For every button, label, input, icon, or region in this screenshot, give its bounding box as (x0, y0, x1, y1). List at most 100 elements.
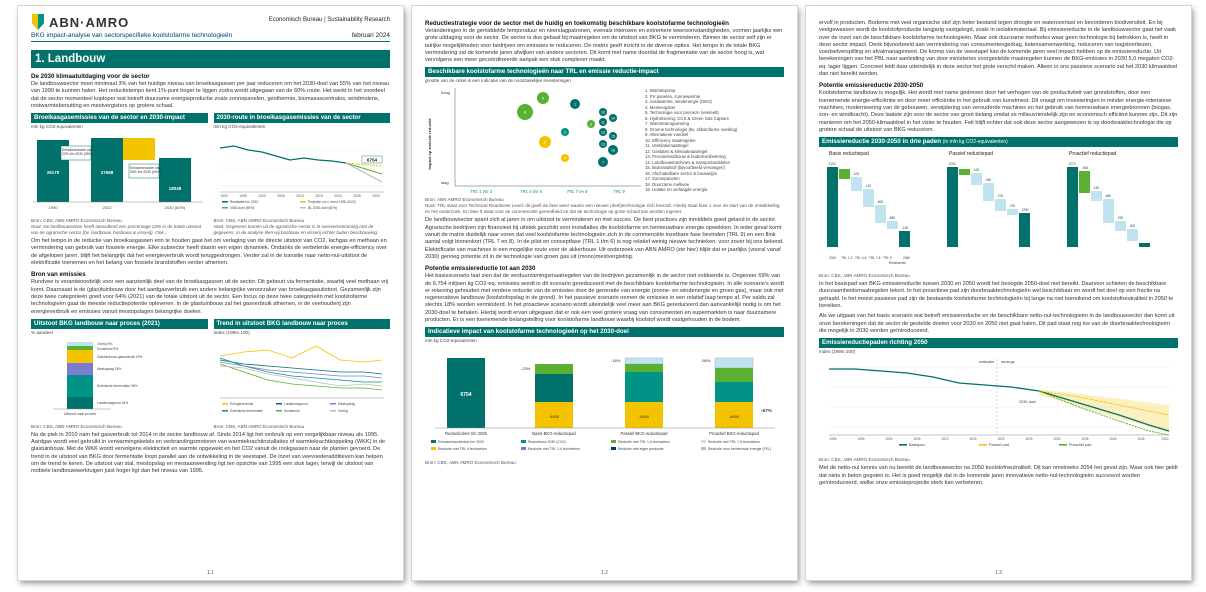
svg-text:-23%: -23% (521, 366, 531, 371)
value-2022: 27688 (101, 170, 114, 175)
svg-text:-290: -290 (1117, 216, 1124, 220)
chart-row-2: Uitstoot BKG landbouw naar proces (2021)… (31, 318, 390, 423)
series-55 (345, 162, 382, 175)
chart-title: Emissiereductiepaden richting 2050 (819, 338, 1178, 349)
svg-text:-880: -880 (889, 216, 896, 220)
svg-text:2290: 2290 (948, 162, 955, 166)
svg-text:Landbouwgrond 18%: Landbouwgrond 18% (97, 401, 128, 405)
svg-text:TRL 4 t/m 6: TRL 4 t/m 6 (520, 189, 542, 194)
svg-text:1290: 1290 (1021, 208, 1028, 212)
svg-text:Enterische fermentatie 35%: Enterische fermentatie 35% (97, 384, 138, 388)
svg-text:2045: 2045 (1137, 437, 1144, 441)
svg-text:-600: -600 (877, 200, 884, 204)
svg-text:10: 10 (601, 111, 605, 115)
svg-text:2035: 2035 (1081, 437, 1088, 441)
svg-text:6754: 6754 (460, 392, 471, 398)
svg-text:14: 14 (611, 117, 615, 121)
section-heading: Reductiestrategie voor de sector met de … (425, 20, 729, 27)
source-note: Bron: CBS, ABN AMRO Economisch Bureau (425, 460, 516, 466)
svg-text:2015: 2015 (315, 194, 323, 198)
svg-text:Proactief pad: Proactief pad (1069, 443, 1091, 447)
svg-text:2030: 2030 (372, 194, 380, 198)
page-number: 1.2 (601, 570, 608, 576)
svg-text:1990: 1990 (829, 437, 836, 441)
svg-text:2030: 2030 (829, 256, 836, 260)
note-55: Emissiereductie van (62, 148, 92, 152)
chart-unit: Index (1990=100) (213, 329, 250, 335)
chart-title: Uitstoot BKG landbouw naar proces (2021) (31, 318, 208, 329)
svg-text:-120: -120 (865, 184, 872, 188)
value-label: 6754 (366, 158, 377, 163)
svg-text:-300: -300 (1129, 224, 1136, 228)
svg-text:Landbouwgrond: Landbouwgrond (284, 402, 308, 406)
value-1990: 26170 (47, 170, 60, 175)
svg-text:Kunstmest: Kunstmest (284, 409, 300, 413)
svg-text:3: 3 (590, 123, 592, 127)
panel-passief: Passief reductiepad 2290 -100 -350 -700 -7… (947, 151, 1030, 248)
svg-text:Proactief reductiepad: Proactief reductiepad (1069, 151, 1116, 157)
series-60 (345, 162, 382, 183)
report-subtitle: BKG impact-analyse van sectorspecifieke … (31, 32, 233, 39)
segment-overig (67, 341, 93, 346)
x-axis-label: Uitstoot naar proces (64, 412, 96, 416)
stacked-bar-chart: Overig 5% Kunstmest 5% Glastuinbouw gasv… (53, 341, 143, 416)
svg-text:BL 2030-doel (60%): BL 2030-doel (60%) (308, 206, 337, 210)
xlabel-2022: 2022 (103, 205, 113, 210)
multi-line-chart: Energieverbruik Landbouwgrond Mestopslag… (219, 345, 384, 413)
chart-row-1: Broeikasgasemissies van de sector en 203… (31, 113, 390, 217)
svg-text:2030-doel (55%): 2030-doel (55%) (230, 206, 254, 210)
svg-text:1: 1 (574, 103, 576, 107)
svg-text:-4900: -4900 (729, 414, 740, 419)
svg-text:2000: 2000 (885, 437, 892, 441)
note-60: Emissiereductie van (130, 166, 160, 170)
svg-text:Passief reductiepad: Passief reductiepad (949, 151, 993, 157)
svg-text:Projectie o.b.v. trend 1990-20: Projectie o.b.v. trend 1990-2022) (308, 200, 356, 204)
bar-2022 (91, 138, 123, 203)
svg-text:-100: -100 (853, 172, 860, 176)
svg-text:Reductie door hernieuwde energ: Reductie door hernieuwde energie (FEL) (708, 447, 771, 451)
svg-text:-4900: -4900 (639, 414, 650, 419)
svg-text:Overig: Overig (338, 409, 348, 413)
series-basispad (1038, 390, 1170, 432)
svg-text:5: 5 (542, 97, 544, 101)
svg-text:2010: 2010 (296, 194, 304, 198)
svg-text:-58%: -58% (701, 358, 711, 363)
svg-text:Basis reductiepad: Basis reductiepad (829, 151, 869, 157)
series-passief (1038, 390, 1170, 416)
source-note: Bron: CBS, ABN AMRO Economisch Bureau (819, 273, 910, 279)
svg-text:Emissiereductiedoel t/m 2030: Emissiereductiedoel t/m 2030 (438, 440, 484, 444)
report-subtitle-row: BKG impact-analyse van sectorspecifieke … (31, 32, 390, 42)
series-proactief (1038, 390, 1170, 436)
svg-text:ramings: ramings (1001, 360, 1015, 364)
svg-text:-67%: -67% (761, 408, 772, 413)
svg-text:Reductiedoel t/m 2030: Reductiedoel t/m 2030 (445, 431, 488, 436)
svg-text:Mestopslag: Mestopslag (338, 402, 355, 406)
section-heading: Potentie emissiereductie tot aan 2030 (425, 265, 536, 273)
svg-text:Overig 5%: Overig 5% (97, 342, 112, 346)
matrix-subtitle: grootte van de cirkel is een indicatie v… (425, 78, 571, 84)
paragraph: Als we uitgaan van het basis scenario wa… (819, 313, 1175, 334)
line-chart: 6754 1990 1995 2000 2005 2010 2015 2020 … (219, 145, 384, 210)
source-note: Bron: CBS, ABN AMRO Economisch Bureau (819, 457, 910, 463)
chart-process-trend: Trend in uitstoot BKG landbouw naar proc… (213, 318, 390, 423)
svg-text:4: 4 (564, 157, 566, 161)
chart-title: 2030-route in broeikasgasemissies van de… (213, 113, 390, 124)
svg-text:-700: -700 (1009, 204, 1016, 208)
svg-text:7: 7 (602, 161, 604, 165)
svg-text:Restuitstoot 2030 (CO2): Restuitstoot 2030 (CO2) (528, 440, 566, 444)
svg-text:2005: 2005 (277, 194, 285, 198)
paragraph: Het basisscenario laat zien dat de verdu… (425, 273, 784, 324)
paragraph: ervolf in producten. Bodems met veel org… (819, 20, 1178, 78)
svg-text:30% t/m 2030 (60%): 30% t/m 2030 (60%) (130, 170, 161, 174)
svg-text:Basispad: Basispad (909, 443, 925, 447)
svg-text:Reductie met TRL 1-6 technieke: Reductie met TRL 1-6 technieken (528, 447, 580, 451)
svg-text:1990: 1990 (220, 194, 228, 198)
footnote: Noot: De landbouwsector heeft aanvullend… (31, 224, 202, 236)
svg-text:-190: -190 (902, 226, 909, 230)
svg-text:-560: -560 (1082, 166, 1089, 170)
svg-text:-350: -350 (985, 178, 992, 182)
footnote: Noot: Gegevens komen uit de agrarische s… (213, 224, 379, 236)
source-note: Bron: CBS, ABN AMRO Economisch Bureau (213, 218, 305, 224)
brand-logo: ABN·AMRO (31, 14, 390, 30)
bar-passief: -4900 -18% (611, 358, 664, 429)
